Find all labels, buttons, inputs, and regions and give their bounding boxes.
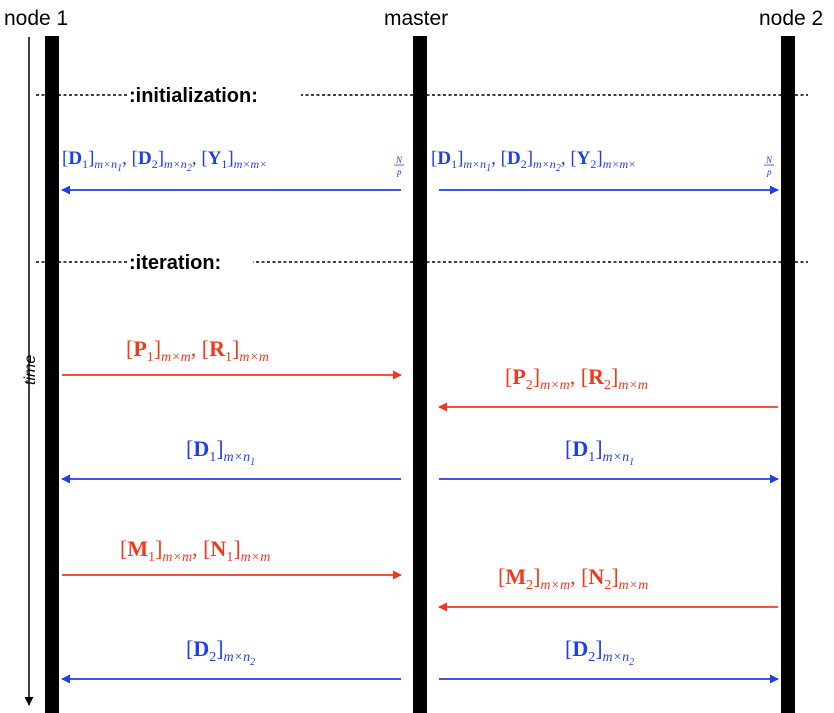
iteration-label-bg xyxy=(127,249,253,275)
initialization-label: :initialization: xyxy=(129,85,258,107)
message-label-d1-left: [D1]m×n1 xyxy=(186,436,255,468)
message-pr2: [P2]m×m, [R2]m×m xyxy=(438,364,778,412)
message-d1-right: [D1]m×n1 xyxy=(439,436,779,484)
message-d1-left: [D1]m×n1 xyxy=(61,436,401,484)
message-label-pr2: [P2]m×m, [R2]m×m xyxy=(505,364,648,393)
svg-text:p: p xyxy=(766,167,772,177)
message-label-init-right: [D1]m×n1, [D2]m×n2, [Y2]m×m× xyxy=(431,148,636,174)
node1-lifeline xyxy=(45,36,59,713)
message-label-d1-right: [D1]m×n1 xyxy=(565,436,634,468)
message-mn1: [M1]m×m, [N1]m×m xyxy=(62,536,402,580)
time-axis-label: time xyxy=(22,355,39,385)
message-label-init-left: [D1]m×n1, [D2]m×n2, [Y1]m×m× xyxy=(62,148,267,174)
node1-header: node 1 xyxy=(4,7,68,30)
message-label-pr1: [P1]m×m, [R1]m×m xyxy=(126,336,269,365)
message-mn2: [M2]m×m, [N2]m×m xyxy=(438,564,778,612)
initialization-label-bg xyxy=(127,82,301,108)
svg-text:N: N xyxy=(395,155,403,165)
message-label-mn2: [M2]m×m, [N2]m×m xyxy=(498,564,648,593)
message-label-d2-right: [D2]m×n2 xyxy=(565,636,634,668)
svg-text:N: N xyxy=(765,155,773,165)
message-d2-right: [D2]m×n2 xyxy=(439,636,779,684)
iteration-label: :iteration: xyxy=(129,252,221,274)
message-init-left: [D1]m×n1, [D2]m×n2, [Y1]m×m× N p xyxy=(61,148,404,195)
message-d2-left: [D2]m×n2 xyxy=(61,636,401,684)
message-init-right: [D1]m×n1, [D2]m×n2, [Y2]m×m× N p xyxy=(431,148,779,195)
message-pr1: [P1]m×m, [R1]m×m xyxy=(62,336,402,380)
svg-text:p: p xyxy=(396,167,402,177)
message-label-d2-left: [D2]m×n2 xyxy=(186,636,255,668)
master-header: master xyxy=(384,7,448,30)
message-label-mn1: [M1]m×m, [N1]m×m xyxy=(120,536,270,565)
node2-header: node 2 xyxy=(759,7,823,30)
node2-lifeline xyxy=(781,36,795,713)
master-lifeline xyxy=(413,36,427,713)
